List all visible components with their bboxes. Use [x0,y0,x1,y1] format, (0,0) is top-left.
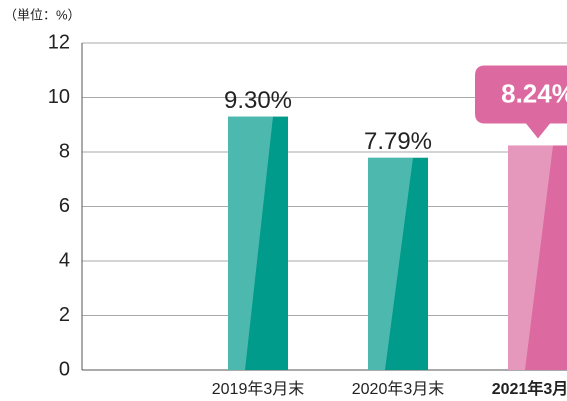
bar-highlight [508,145,553,370]
value-label: 7.79% [364,128,432,155]
x-tick-label: 2020年3月末 [352,380,445,398]
x-tick-label: 2019年3月末 [212,380,305,398]
bar [508,145,567,370]
y-tick-label: 10 [48,86,70,108]
y-tick-label: 12 [48,31,70,53]
bar-highlight [228,116,273,370]
value-label: 9.30% [224,87,292,114]
y-tick-label: 8 [59,140,70,162]
x-tick-label: 2021年3月末 [492,379,567,398]
unit-label: （単位：%） [4,7,81,22]
bar [368,157,428,370]
callout-bubble [475,65,567,139]
bar [228,116,288,370]
y-tick-label: 6 [59,195,70,217]
y-tick-label: 0 [59,358,70,380]
y-tick-label: 2 [59,304,70,326]
bar-highlight [368,157,413,370]
value-label: 8.24% [501,78,567,108]
y-tick-label: 4 [59,249,70,271]
